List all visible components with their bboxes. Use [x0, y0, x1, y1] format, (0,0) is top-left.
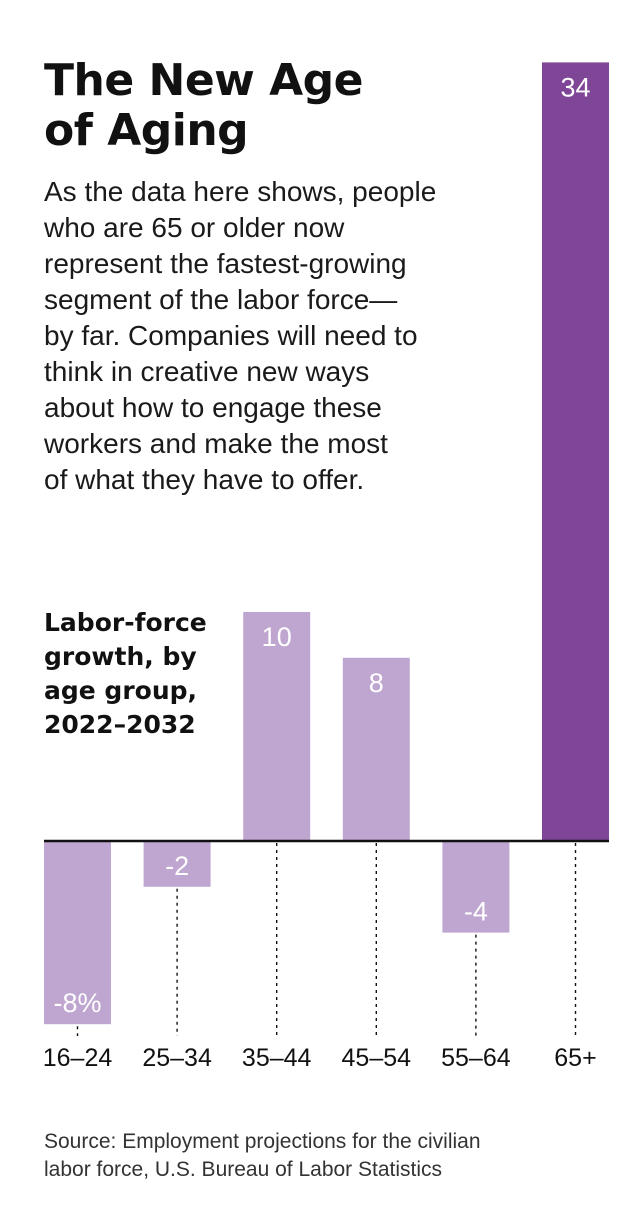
bar-value-label: 34: [560, 72, 590, 102]
chart-title-line: Labor-force: [44, 608, 207, 637]
intro-line: think in creative new ways: [44, 356, 370, 387]
bar: [542, 62, 609, 841]
source-line: labor force, U.S. Bureau of Labor Statis…: [44, 1158, 443, 1181]
chart-title-line: age group,: [44, 676, 198, 705]
bar-value-label: 8: [369, 668, 384, 698]
bar: [442, 841, 510, 933]
chart-title: Labor-force growth, by age group, 2022–2…: [44, 606, 244, 742]
bar-value-label: 10: [262, 622, 292, 652]
bar-value-label: -2: [165, 851, 189, 881]
intro-line: segment of the labor force—: [44, 284, 398, 315]
bar-value-label: -8%: [53, 988, 101, 1018]
intro-line: about how to engage these: [44, 392, 382, 423]
intro-line: workers and make the most: [44, 428, 388, 459]
title-line: The New Age: [44, 55, 364, 106]
category-label: 16–24: [43, 1044, 113, 1072]
intro-line: As the data here shows, people: [44, 176, 437, 207]
intro-line: represent the fastest-growing: [44, 248, 407, 279]
category-label: 55–64: [441, 1044, 511, 1072]
intro-line: of what they have to offer.: [44, 464, 365, 495]
bar: [44, 841, 111, 1025]
chart-title-line: growth, by: [44, 642, 197, 671]
category-label: 25–34: [142, 1044, 212, 1072]
source-note: Source: Employment projections for the c…: [44, 1128, 584, 1184]
category-label: 45–54: [342, 1044, 412, 1072]
category-label: 65+: [554, 1044, 596, 1072]
bar: [342, 657, 410, 841]
title-line: of Aging: [44, 105, 249, 156]
category-label: 35–44: [242, 1044, 312, 1072]
bar: [243, 612, 311, 841]
chart-title-line: 2022–2032: [44, 710, 196, 739]
source-line: Source: Employment projections for the c…: [44, 1130, 481, 1153]
intro-line: who are 65 or older now: [44, 212, 345, 243]
bar: [143, 841, 211, 887]
intro-line: by far. Companies will need to: [44, 320, 418, 351]
intro-paragraph: As the data here shows, people who are 6…: [44, 174, 494, 498]
bar-value-label: -4: [464, 897, 488, 927]
page-title: The New Age of Aging: [44, 56, 444, 156]
